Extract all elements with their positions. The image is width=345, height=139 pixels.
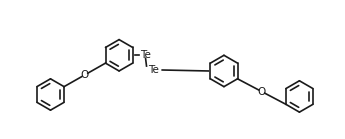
Text: Te: Te [140, 50, 150, 60]
Text: O: O [258, 87, 266, 97]
Text: Te: Te [148, 65, 159, 75]
Text: O: O [81, 70, 89, 80]
